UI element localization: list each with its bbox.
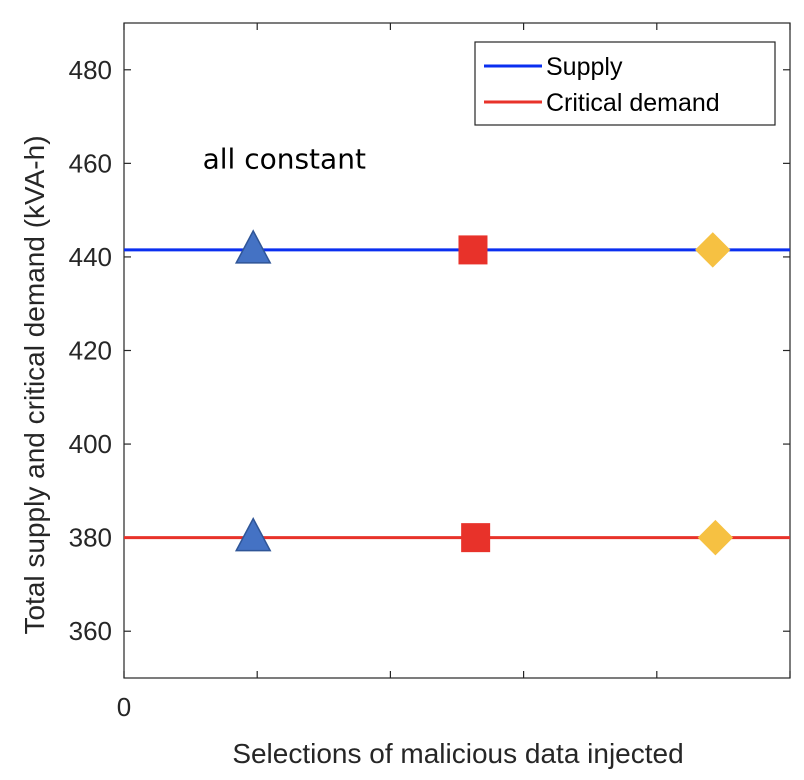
series-lines <box>124 248 790 540</box>
y-tick-label: 360 <box>69 616 112 646</box>
y-tick-label: 380 <box>69 523 112 553</box>
y-tick-label: 400 <box>69 429 112 459</box>
x-tick-label: 0 <box>117 692 131 722</box>
y-tick-label: 440 <box>69 242 112 272</box>
markers <box>234 229 734 556</box>
x-axis-label: Selections of malicious data injected <box>232 738 683 769</box>
legend: Supply Critical demand <box>474 41 776 126</box>
y-tick-label: 460 <box>69 148 112 178</box>
triangle-marker <box>234 229 272 264</box>
axes-box <box>123 22 791 679</box>
x-axis: 0 <box>117 23 791 722</box>
annotations: all constant <box>203 142 366 175</box>
square-marker <box>458 235 488 265</box>
annotation-text: all constant <box>203 142 366 175</box>
legend-label: Supply <box>546 53 623 81</box>
y-tick-label: 420 <box>69 336 112 366</box>
legend-label: Critical demand <box>546 89 720 117</box>
plot-area <box>123 22 791 679</box>
y-axis-label: Total supply and critical demand (kVA-h) <box>19 135 50 634</box>
y-axis: 360 380 400 420 440 460 480 <box>69 55 790 646</box>
y-tick-label: 480 <box>69 55 112 85</box>
triangle-marker <box>234 517 272 552</box>
square-marker <box>461 523 491 553</box>
diamond-marker <box>695 232 731 268</box>
legend-box <box>474 41 776 126</box>
diamond-marker <box>697 519 734 556</box>
